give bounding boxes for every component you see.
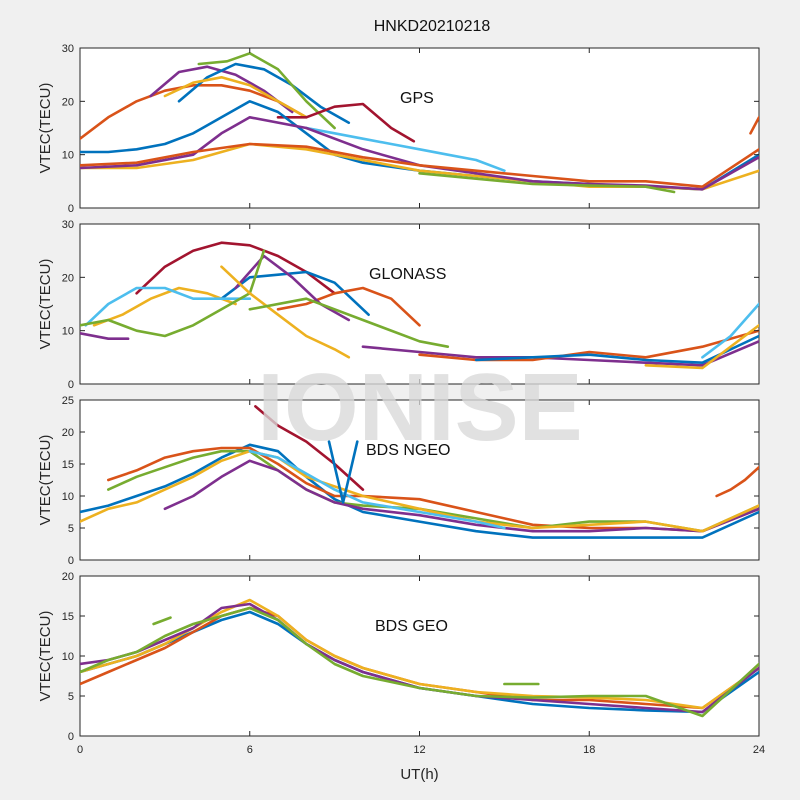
y-tick-label: 25 bbox=[62, 395, 74, 407]
series-line bbox=[248, 297, 450, 348]
y-tick-label: 10 bbox=[62, 651, 74, 663]
series-line bbox=[80, 84, 308, 140]
y-tick-label: 20 bbox=[62, 427, 74, 439]
y-axis-label: VTEC(TECU) bbox=[37, 259, 54, 350]
y-tick-label: 10 bbox=[62, 491, 74, 503]
y-tick-label: 0 bbox=[68, 731, 74, 743]
subplot-1: 0 10 20 30 VTEC(TECU) GLONASS bbox=[37, 219, 760, 391]
series-line bbox=[220, 265, 351, 359]
series-line bbox=[135, 241, 336, 295]
x-tick-label: 6 bbox=[247, 744, 253, 756]
subplot-3: 0 6 12 18 24 0 5 10 15 20 VTEC(TECU) BDS GEO UT(h) bbox=[37, 571, 765, 783]
x-axis-label: UT(h) bbox=[400, 766, 438, 783]
series-line bbox=[163, 459, 759, 533]
series-line bbox=[84, 286, 252, 327]
panel-annotation: BDS NGEO bbox=[366, 442, 450, 459]
series-group bbox=[80, 405, 759, 539]
panel-annotation: GLONASS bbox=[369, 266, 446, 283]
series-line bbox=[418, 172, 676, 194]
panel-annotation: BDS GEO bbox=[375, 618, 448, 635]
series-line bbox=[163, 76, 308, 119]
y-tick-label: 20 bbox=[62, 96, 74, 108]
series-line bbox=[80, 332, 130, 340]
y-axis-label: VTEC(TECU) bbox=[37, 611, 54, 702]
series-line bbox=[80, 598, 759, 710]
series-line bbox=[177, 62, 351, 124]
y-axis-label: VTEC(TECU) bbox=[37, 435, 54, 526]
y-tick-label: 20 bbox=[62, 571, 74, 583]
plot-area bbox=[79, 399, 760, 561]
series-line bbox=[361, 340, 759, 367]
y-tick-label: 10 bbox=[62, 326, 74, 338]
series-line bbox=[80, 449, 759, 533]
x-tick-label: 0 bbox=[77, 744, 83, 756]
series-line bbox=[107, 446, 759, 533]
y-tick-label: 5 bbox=[68, 523, 74, 535]
series-line bbox=[248, 449, 506, 530]
series-line bbox=[276, 286, 421, 327]
series-group bbox=[80, 52, 759, 194]
y-tick-label: 30 bbox=[62, 219, 74, 231]
series-line bbox=[80, 443, 759, 539]
figure-title: HNKD20210218 bbox=[374, 18, 491, 35]
watermark: IONISE bbox=[257, 354, 582, 461]
series-line bbox=[80, 606, 759, 718]
panel-annotation: GPS bbox=[400, 90, 434, 107]
series-line bbox=[305, 126, 506, 172]
y-tick-label: 5 bbox=[68, 691, 74, 703]
series-line bbox=[644, 324, 759, 370]
series-group bbox=[80, 598, 759, 718]
y-tick-label: 15 bbox=[62, 611, 74, 623]
series-group bbox=[80, 241, 759, 370]
x-tick-label: 12 bbox=[413, 744, 425, 756]
series-line bbox=[152, 616, 172, 626]
y-tick-label: 0 bbox=[68, 555, 74, 567]
series-line bbox=[749, 116, 759, 135]
x-tick-label: 24 bbox=[753, 744, 765, 756]
y-tick-label: 15 bbox=[62, 459, 74, 471]
y-tick-label: 0 bbox=[68, 203, 74, 215]
series-line bbox=[234, 254, 351, 322]
series-line bbox=[715, 465, 759, 498]
subplot-0: 0 10 20 30 VTEC(TECU) GPS bbox=[37, 43, 760, 215]
series-line bbox=[220, 270, 370, 316]
y-tick-label: 10 bbox=[62, 150, 74, 162]
series-line bbox=[327, 440, 359, 504]
y-tick-label: 0 bbox=[68, 379, 74, 391]
series-line bbox=[80, 249, 266, 338]
series-line bbox=[276, 102, 416, 143]
series-line bbox=[474, 334, 759, 364]
subplots: 0 10 20 30 VTEC(TECU) GPS 0 10 20 30 VTEC(TECU) GLO… bbox=[37, 43, 765, 783]
series-line bbox=[701, 302, 759, 359]
series-line bbox=[197, 52, 336, 130]
y-axis-label: VTEC(TECU) bbox=[37, 83, 54, 174]
y-tick-label: 20 bbox=[62, 272, 74, 284]
series-line bbox=[80, 142, 759, 188]
x-tick-label: 18 bbox=[583, 744, 595, 756]
subplot-2: 0 5 10 15 20 25 VTEC(TECU) BDS NGEO bbox=[37, 395, 760, 567]
series-line bbox=[92, 286, 237, 327]
series-line bbox=[80, 602, 759, 714]
y-tick-label: 30 bbox=[62, 43, 74, 55]
series-line bbox=[254, 405, 365, 491]
